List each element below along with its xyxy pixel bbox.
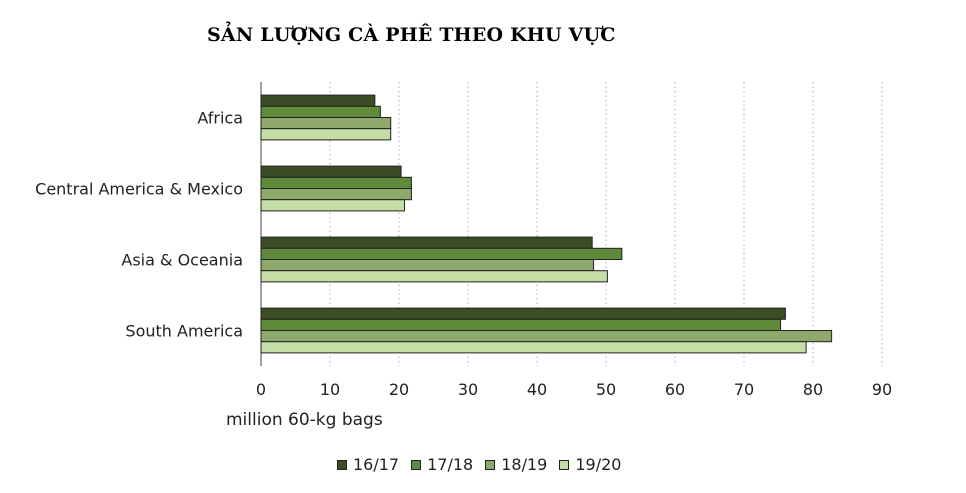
category-label: Central America & Mexico	[35, 180, 243, 199]
bar-16-17	[260, 236, 593, 249]
category-label: Africa	[197, 109, 243, 128]
bar-19-20	[260, 270, 608, 283]
x-tick-label: 10	[320, 380, 340, 399]
bar-18-19	[260, 330, 833, 343]
category-label: South America	[125, 322, 243, 341]
legend-item: 16/17	[337, 455, 399, 474]
x-tick-label: 0	[256, 380, 266, 399]
chart-title: SẢN LƯỢNG CÀ PHÊ THEO KHU VỰC	[207, 24, 616, 46]
bar-17-18	[260, 318, 782, 331]
legend-label: 18/19	[501, 455, 548, 474]
bar-16-17	[260, 307, 786, 320]
bar-17-18	[260, 247, 623, 261]
bar-17-18	[260, 176, 412, 190]
bar-18-19	[260, 259, 595, 272]
category-label: Asia & Oceania	[121, 251, 243, 270]
legend-swatch	[485, 459, 496, 470]
bar-19-20	[260, 128, 392, 141]
bar-17-18	[260, 105, 381, 119]
x-tick-label: 20	[389, 380, 409, 399]
x-tick-label: 90	[872, 380, 892, 399]
legend-swatch	[337, 459, 347, 470]
x-tick-label: 60	[665, 380, 685, 399]
x-axis-label: million 60-kg bags	[226, 410, 383, 430]
legend: 16/17 17/18 18/19 19/20	[337, 455, 621, 474]
x-tick-label: 70	[734, 380, 754, 399]
x-tick-label: 40	[527, 380, 547, 399]
legend-label: 17/18	[427, 455, 474, 474]
bar-19-20	[260, 199, 406, 212]
legend-label: 19/20	[575, 455, 622, 474]
legend-item: 18/19	[485, 455, 547, 474]
legend-swatch	[411, 459, 422, 470]
bar-18-19	[260, 188, 412, 201]
bar-19-20	[260, 341, 807, 354]
bar-16-17	[260, 165, 402, 178]
legend-label: 16/17	[353, 455, 400, 474]
bar-18-19	[260, 117, 392, 130]
x-tick-label: 30	[458, 380, 478, 399]
x-tick-label: 80	[803, 380, 823, 399]
bar-16-17	[260, 94, 376, 107]
legend-swatch	[559, 459, 570, 470]
legend-item: 17/18	[411, 455, 473, 474]
x-tick-label: 50	[596, 380, 616, 399]
legend-item: 19/20	[559, 455, 621, 474]
